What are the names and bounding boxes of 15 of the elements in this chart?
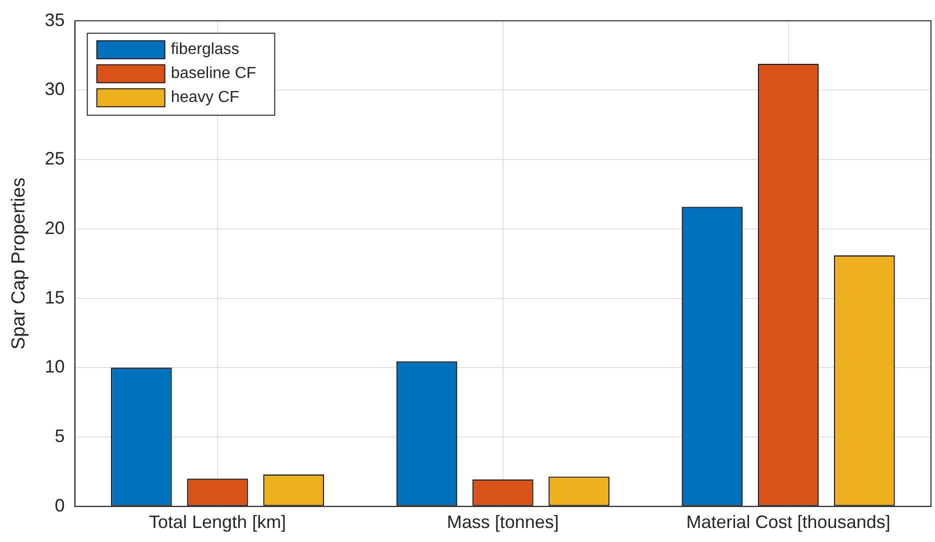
y-axis-title: Spar Cap Properties (8, 178, 30, 350)
x-tick-label: Mass [tonnes] (446, 512, 559, 532)
legend-label: fiberglass (170, 41, 240, 58)
y-tick-label: 30 (44, 79, 65, 100)
legend-label: heavy CF (170, 89, 240, 106)
y-tick-label: 5 (54, 426, 65, 446)
y-tick-label: 15 (44, 287, 65, 308)
y-tick-label: 35 (44, 10, 65, 30)
y-tick-label: 0 (54, 495, 65, 516)
y-tick-label: 25 (44, 148, 65, 169)
x-tick-label: Total Length [km] (148, 512, 286, 532)
x-tick-label: Material Cost [thousands] (686, 512, 890, 532)
y-tick-label: 10 (44, 356, 65, 377)
legend-label: baseline CF (170, 65, 256, 82)
y-tick-label: 20 (44, 218, 65, 238)
